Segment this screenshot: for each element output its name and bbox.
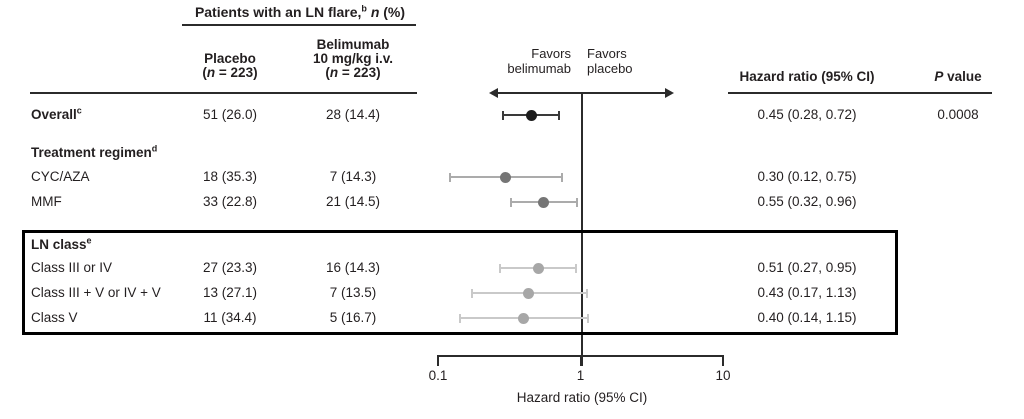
x-axis-tick xyxy=(437,355,439,366)
placebo-value: 13 (27.1) xyxy=(202,285,258,300)
table-title-tail: (%) xyxy=(379,4,406,20)
placebo-value: 11 (34.4) xyxy=(203,310,257,325)
row-label: Class V xyxy=(31,310,78,325)
p-value-column-header: P value xyxy=(934,69,982,84)
row-group-label: LN classe xyxy=(31,235,92,252)
belimumab-value: 21 (14.5) xyxy=(325,194,381,209)
belimumab-value: 5 (16.7) xyxy=(329,310,377,325)
row-label: CYC/AZA xyxy=(31,169,90,184)
x-axis-label: Hazard ratio (95% CI) xyxy=(516,390,648,405)
belimumab-value: 28 (14.4) xyxy=(325,107,381,122)
row-label: Overallc xyxy=(31,105,82,122)
x-axis-tick-label: 1 xyxy=(576,368,585,383)
belimumab-value: 7 (14.3) xyxy=(329,169,377,184)
column-header-underline xyxy=(30,92,417,94)
ci-cap-right xyxy=(558,110,561,120)
x-axis-tick xyxy=(722,355,724,366)
placebo-value: 33 (22.8) xyxy=(202,194,258,209)
hr-point xyxy=(525,109,537,121)
title-underline xyxy=(182,24,416,26)
ci-cap-right xyxy=(587,313,590,323)
ci-cap-left xyxy=(470,288,473,298)
row-group-label: Treatment regimend xyxy=(31,143,158,160)
placebo-value: 27 (23.3) xyxy=(202,260,258,275)
hr-point xyxy=(518,312,530,324)
footnote-marker-b: b xyxy=(361,3,367,14)
ci-cap-left xyxy=(449,172,452,182)
hazard-ratio-value: 0.45 (0.28, 0.72) xyxy=(757,107,857,122)
x-axis-tick-label: 10 xyxy=(715,368,731,383)
ci-cap-left xyxy=(509,197,512,207)
hr-p-header-underline xyxy=(728,92,992,94)
ci-cap-right xyxy=(586,288,589,298)
belimumab-name: Belimumab xyxy=(316,37,390,52)
hr-point xyxy=(522,287,534,299)
n-symbol: n xyxy=(370,4,380,20)
ci-cap-right xyxy=(560,172,563,182)
ln-class-highlight-box xyxy=(22,230,898,335)
ci-cap-right xyxy=(575,263,578,273)
hazard-ratio-value: 0.43 (0.17, 1.13) xyxy=(757,285,857,300)
x-axis-tick-label: 0.1 xyxy=(428,368,448,383)
hr-point xyxy=(500,171,512,183)
column-header-belimumab: Belimumab 10 mg/kg i.v. (n = 223) xyxy=(292,38,414,80)
placebo-value: 51 (26.0) xyxy=(202,107,258,122)
belimumab-dose: 10 mg/kg i.v. xyxy=(312,51,394,66)
column-header-placebo: Placebo (n = 223) xyxy=(170,52,290,80)
p-value: 0.0008 xyxy=(937,107,979,122)
hazard-ratio-value: 0.51 (0.27, 0.95) xyxy=(757,260,857,275)
ci-cap-left xyxy=(499,263,502,273)
hazard-ratio-value: 0.40 (0.14, 1.15) xyxy=(757,310,857,325)
hazard-ratio-value: 0.55 (0.32, 0.96) xyxy=(757,194,857,209)
x-axis-tick xyxy=(579,355,582,366)
table-title: Patients with an LN flare,b n (%) xyxy=(182,3,418,21)
hr-point xyxy=(533,262,545,274)
belimumab-value: 16 (14.3) xyxy=(325,260,381,275)
ci-cap-left xyxy=(458,313,461,323)
hr-point xyxy=(538,196,549,208)
belimumab-n: (n = 223) xyxy=(325,65,381,80)
placebo-n: (n = 223) xyxy=(202,65,258,80)
row-label: MMF xyxy=(31,194,62,209)
ci-cap-left xyxy=(501,110,504,120)
row-label: Class III or IV xyxy=(31,260,113,275)
arrow-right-icon xyxy=(665,88,674,98)
table-title-text: Patients with an LN flare, xyxy=(194,4,362,20)
hazard-ratio-column-header: Hazard ratio (95% CI) xyxy=(739,69,875,84)
belimumab-value: 7 (13.5) xyxy=(329,285,377,300)
arrow-left-icon xyxy=(489,88,498,98)
favors-belimumab-label: Favors belimumab xyxy=(507,46,571,76)
placebo-name: Placebo xyxy=(204,51,256,66)
ci-cap-right xyxy=(575,197,578,207)
placebo-value: 18 (35.3) xyxy=(202,169,258,184)
row-label: Class III + V or IV + V xyxy=(31,285,161,300)
hazard-ratio-value: 0.30 (0.12, 0.75) xyxy=(757,169,857,184)
favors-arrow-line xyxy=(497,92,666,94)
favors-placebo-label: Favors placebo xyxy=(587,46,633,76)
